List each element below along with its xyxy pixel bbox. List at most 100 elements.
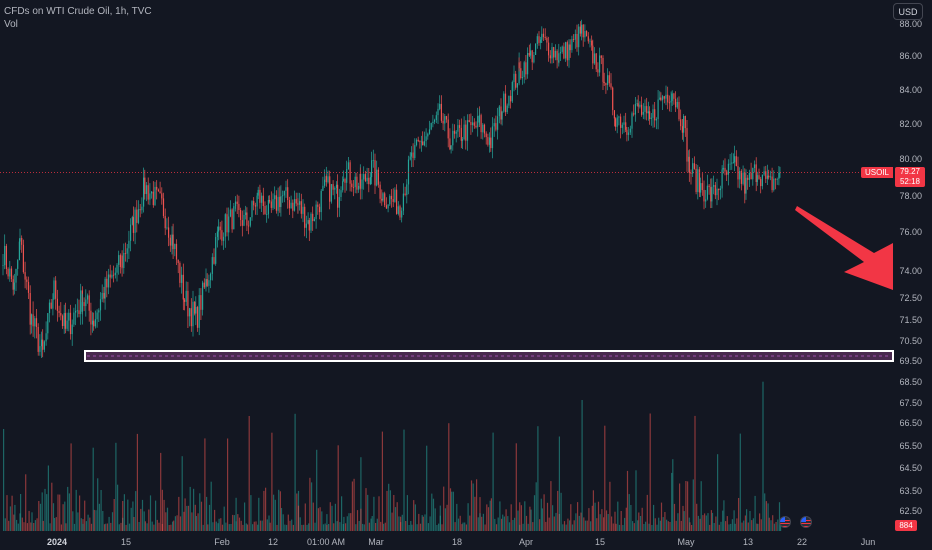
us-flag-event-icon[interactable] (800, 516, 812, 528)
volume-bar (662, 517, 664, 531)
candle-body (460, 127, 462, 141)
candle-body (41, 339, 43, 347)
volume-bar (253, 521, 255, 531)
candle-body (179, 262, 181, 283)
candle-body (283, 190, 285, 196)
volume-bar (434, 508, 436, 531)
volume-bar (316, 449, 318, 531)
candle-body (445, 116, 448, 120)
candle-body (432, 121, 434, 123)
candle-body (288, 200, 290, 209)
candle-body (578, 26, 580, 48)
candle-body (234, 201, 237, 205)
volume-bar (410, 521, 412, 531)
candle-body (668, 102, 670, 104)
volume-bar (744, 515, 746, 531)
volume-bar (389, 490, 391, 531)
candle-body (324, 179, 326, 186)
volume-bar (431, 493, 433, 531)
candle-body (678, 102, 680, 120)
volume-bar (178, 496, 180, 531)
candle-body (592, 45, 594, 64)
volume-bar (503, 516, 505, 531)
candle-body (114, 272, 116, 276)
us-flag-event-icon[interactable] (779, 516, 791, 528)
volume-bar (422, 516, 424, 531)
volume-bar (146, 523, 148, 531)
volume-bar (683, 511, 685, 531)
candle-body (24, 272, 26, 280)
candle-body (533, 55, 535, 63)
volume-bar (59, 494, 61, 531)
candle-body (190, 308, 192, 327)
volume-bar (722, 510, 724, 531)
candle-body (86, 295, 89, 300)
volume-bar (756, 523, 758, 531)
candle-body (644, 106, 646, 112)
volume-bar (133, 517, 135, 531)
volume-bar (677, 513, 679, 531)
price-axis-label: 69.50 (899, 356, 922, 366)
volume-bar (739, 433, 741, 531)
candle-body (187, 290, 189, 317)
candle-body (13, 282, 15, 290)
candle-body (48, 302, 51, 313)
price-axis-label: 84.00 (899, 85, 922, 95)
time-axis-label: May (677, 537, 695, 547)
volume-bar (311, 482, 313, 531)
candle-body (194, 301, 196, 314)
candle-body (83, 302, 85, 307)
volume-bar (46, 494, 48, 531)
volume-bar (79, 495, 81, 531)
volume-bar (348, 513, 350, 531)
candle-body (73, 312, 75, 325)
candle-body (352, 187, 355, 188)
candle-body (540, 39, 542, 43)
volume-bar (401, 514, 403, 531)
candle-body (633, 113, 635, 115)
volume-bar (90, 523, 93, 531)
volume-bar (13, 514, 15, 531)
volume-bar (605, 510, 608, 531)
volume-bar (367, 494, 369, 531)
candle-body (684, 116, 686, 129)
volume-bar (424, 514, 426, 531)
volume-bar (62, 504, 64, 531)
currency-button[interactable]: USD (893, 3, 923, 20)
volume-bar (775, 522, 777, 531)
candle-body (612, 87, 614, 111)
candle-body (56, 298, 58, 311)
volume-bar (545, 521, 547, 531)
candle-body (646, 106, 648, 114)
candle-body (580, 24, 583, 34)
volume-bar (426, 445, 428, 531)
volume-bar (268, 515, 270, 531)
candle-body (318, 206, 321, 213)
candle-body (665, 94, 667, 99)
candle-body (379, 184, 381, 199)
volume-bar (77, 512, 79, 531)
volume-bar (353, 478, 355, 531)
candle-body (760, 178, 762, 187)
candle-body (231, 209, 233, 230)
candle-body (248, 225, 250, 227)
candle-body (157, 189, 159, 192)
volume-bar (578, 515, 580, 531)
volume-bar (507, 516, 509, 531)
candle-body (401, 210, 403, 218)
volume-bar (648, 523, 650, 531)
candle-body (487, 137, 489, 145)
candle-body (625, 122, 627, 130)
candle-body (503, 93, 505, 112)
volume-bar (448, 423, 450, 531)
candle-body (657, 99, 659, 120)
volume-bar (191, 512, 193, 531)
candle-body (80, 290, 82, 315)
volume-bar (67, 486, 69, 531)
candle-body (671, 93, 673, 101)
price-axis-label: 66.50 (899, 418, 922, 428)
candle-body (344, 179, 346, 183)
candle-body (279, 196, 281, 207)
candle-body (128, 240, 130, 249)
